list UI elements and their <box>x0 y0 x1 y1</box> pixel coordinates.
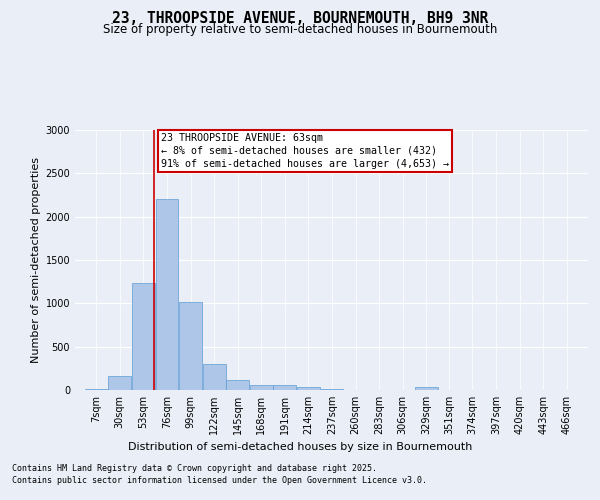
Bar <box>179 302 202 390</box>
Text: Distribution of semi-detached houses by size in Bournemouth: Distribution of semi-detached houses by … <box>128 442 472 452</box>
Text: Contains HM Land Registry data © Crown copyright and database right 2025.: Contains HM Land Registry data © Crown c… <box>12 464 377 473</box>
Bar <box>297 386 320 390</box>
Bar <box>320 388 343 390</box>
Bar <box>226 380 249 390</box>
Bar <box>132 284 155 390</box>
Bar <box>274 385 296 390</box>
Bar <box>415 388 438 390</box>
Bar <box>109 376 131 390</box>
Y-axis label: Number of semi-detached properties: Number of semi-detached properties <box>31 157 41 363</box>
Text: 23 THROOPSIDE AVENUE: 63sqm
← 8% of semi-detached houses are smaller (432)
91% o: 23 THROOPSIDE AVENUE: 63sqm ← 8% of semi… <box>161 132 449 169</box>
Bar <box>250 385 273 390</box>
Bar <box>203 364 226 390</box>
Bar <box>85 389 107 390</box>
Text: 23, THROOPSIDE AVENUE, BOURNEMOUTH, BH9 3NR: 23, THROOPSIDE AVENUE, BOURNEMOUTH, BH9 … <box>112 11 488 26</box>
Text: Size of property relative to semi-detached houses in Bournemouth: Size of property relative to semi-detach… <box>103 22 497 36</box>
Text: Contains public sector information licensed under the Open Government Licence v3: Contains public sector information licen… <box>12 476 427 485</box>
Bar <box>155 200 178 390</box>
